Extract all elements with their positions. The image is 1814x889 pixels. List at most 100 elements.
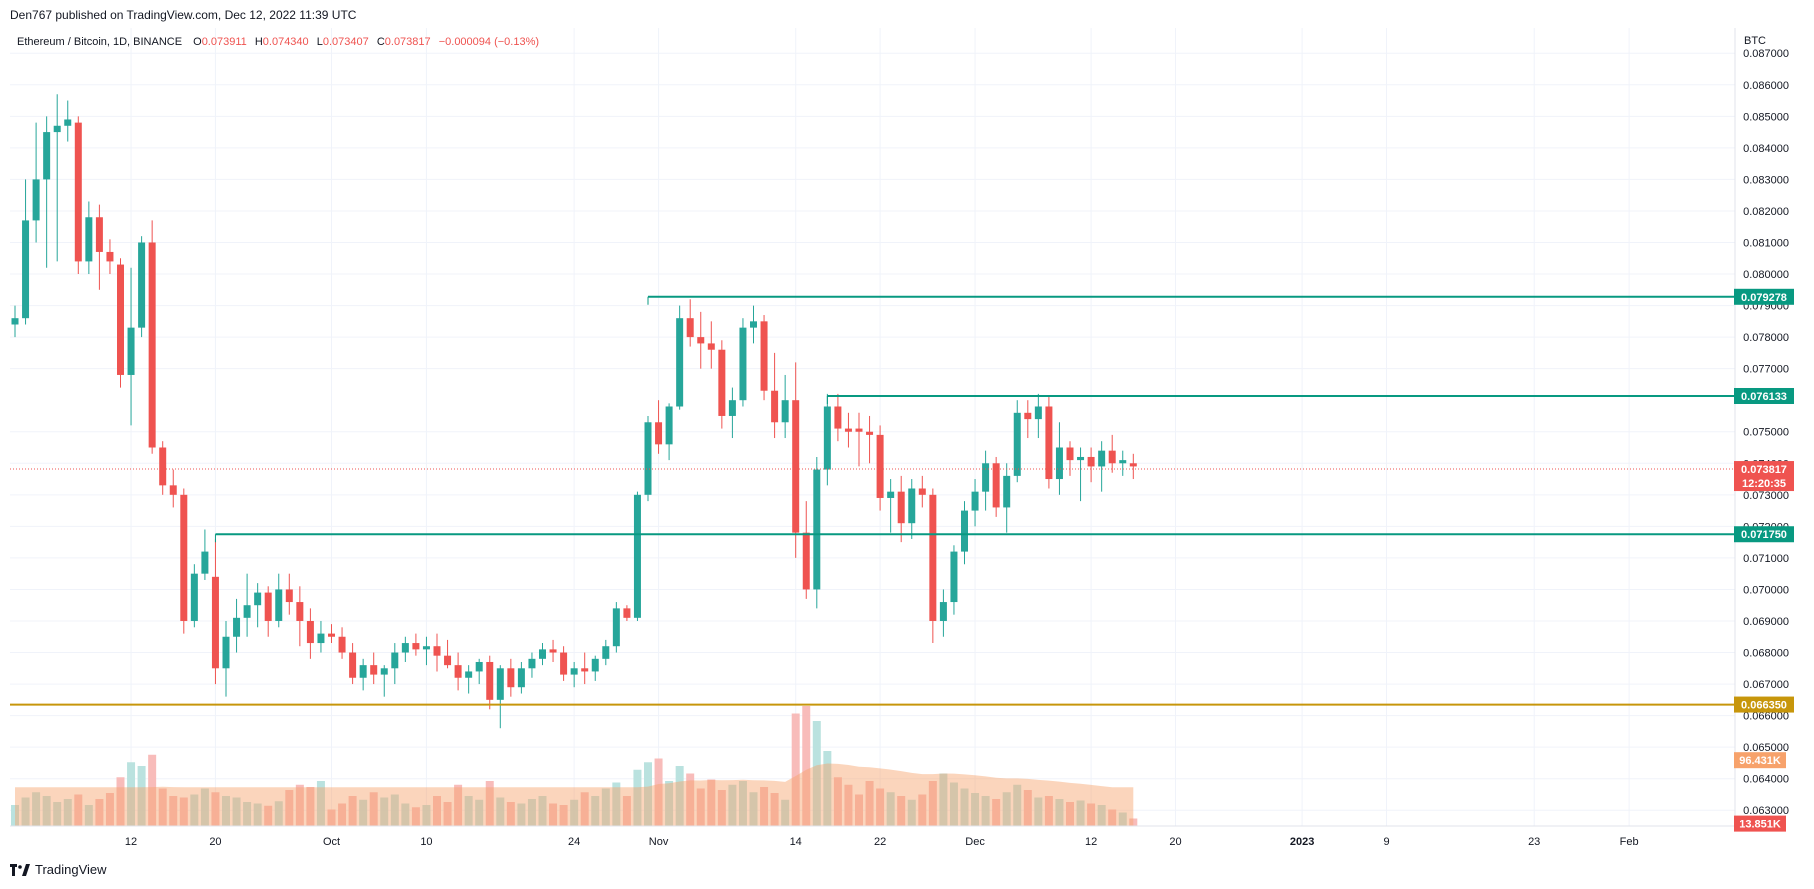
volume-bar <box>833 777 842 826</box>
candle-body <box>591 658 599 672</box>
candle-body <box>169 485 177 495</box>
volume-bar <box>253 803 262 826</box>
volume-bar <box>559 805 568 826</box>
candle-body <box>454 665 462 678</box>
volume-bar <box>802 706 811 826</box>
volume-bar <box>781 799 790 826</box>
volume-bar <box>865 781 874 826</box>
candle-body <box>539 649 546 659</box>
candle-body <box>32 179 40 221</box>
volume-bar <box>897 796 906 826</box>
candle-body <box>623 608 631 618</box>
legend-low-value: 0.073407 <box>323 36 369 48</box>
candle-body <box>528 658 536 669</box>
candlestick-series <box>11 94 1137 729</box>
volume-bar <box>401 803 410 826</box>
level-price-tag <box>1734 387 1794 404</box>
volume-bar <box>760 787 769 826</box>
candle-body <box>380 668 388 675</box>
volume-bar <box>844 784 853 826</box>
candle-body <box>560 652 568 675</box>
candle-body <box>1087 456 1095 467</box>
footer-branding[interactable]: TradingView <box>10 862 107 877</box>
time-tick-label: 20 <box>1169 836 1181 848</box>
volume-bar <box>728 784 737 826</box>
time-tick-label: 14 <box>790 836 802 848</box>
price-tick-label: 0.066000 <box>1743 711 1789 723</box>
volume-bar <box>928 781 937 826</box>
volume-bar <box>549 803 558 826</box>
volume-bar <box>84 805 93 826</box>
volume-bar <box>770 793 779 826</box>
candle-body <box>317 633 325 644</box>
candle-body <box>507 668 515 688</box>
volume-bar <box>686 773 695 826</box>
volume-bar <box>992 799 1001 826</box>
candle-body <box>106 251 114 262</box>
volume-bar <box>127 762 136 826</box>
chart-grid <box>10 28 1735 826</box>
volume-bar <box>622 796 631 826</box>
volume-bar <box>812 721 821 826</box>
volume-tag-text: 96.431K <box>1739 755 1781 767</box>
level-price-tag <box>1734 288 1794 305</box>
candle-body <box>211 576 219 669</box>
legend-change: −0.000094 (−0.13%) <box>439 36 539 48</box>
volume-bar <box>21 797 30 826</box>
time-tick-label: 12 <box>125 836 137 848</box>
legend-line: Ethereum / Bitcoin, 1D, BINANCE O0.07391… <box>17 36 539 48</box>
candle-body <box>866 431 874 435</box>
candle-body <box>1077 456 1085 461</box>
volume-bar <box>338 803 347 826</box>
level-price-tag <box>1734 526 1794 543</box>
candle-body <box>1034 406 1042 420</box>
candle-body <box>581 668 589 672</box>
candle-body <box>127 327 135 375</box>
time-tick-label: 2023 <box>1290 836 1314 848</box>
volume-bar <box>1013 784 1022 826</box>
volume-bar <box>158 788 167 826</box>
volume-bar <box>570 799 579 826</box>
price-tick-label: 0.075000 <box>1743 427 1789 439</box>
currency-label: BTC <box>1744 35 1766 47</box>
time-tick-label: 9 <box>1383 836 1389 848</box>
candle-body <box>391 652 399 669</box>
volume-bar <box>390 794 399 826</box>
volume-bar <box>675 766 684 826</box>
candle-body <box>148 242 156 448</box>
candle-body <box>11 318 19 325</box>
volume-bar <box>105 793 114 826</box>
volume-bar <box>1044 796 1053 826</box>
candle-body <box>802 532 810 590</box>
time-tick-label: Dec <box>965 836 985 848</box>
candle-body <box>1108 450 1116 464</box>
level-price-tag-text: 0.066350 <box>1741 700 1787 712</box>
volume-bar <box>285 790 294 826</box>
candle-body <box>422 646 430 650</box>
time-tick-label: Oct <box>323 836 340 848</box>
volume-bar <box>1087 803 1096 826</box>
candle-body <box>486 661 494 700</box>
candle-body <box>159 447 167 486</box>
volume-pane <box>11 706 1138 826</box>
candle-body <box>676 318 684 407</box>
volume-bar <box>517 803 526 826</box>
candle-body <box>117 264 124 375</box>
volume-bar <box>644 762 652 826</box>
candle-body <box>285 589 293 603</box>
volume-bar <box>738 781 747 826</box>
tradingview-logo-icon <box>10 863 30 876</box>
level-price-tag-text: 0.079278 <box>1741 292 1787 304</box>
legend-high-value: 0.074340 <box>263 36 309 48</box>
candle-body <box>961 510 968 552</box>
volume-bar <box>665 781 674 826</box>
volume-bar <box>274 801 283 826</box>
candle-body <box>739 327 747 401</box>
volume-bar <box>295 784 304 826</box>
candle-body <box>53 125 61 133</box>
candle-body <box>138 242 146 328</box>
price-tick-label: 0.064000 <box>1743 774 1789 786</box>
volume-bar <box>327 809 336 826</box>
volume-bar <box>496 797 505 826</box>
